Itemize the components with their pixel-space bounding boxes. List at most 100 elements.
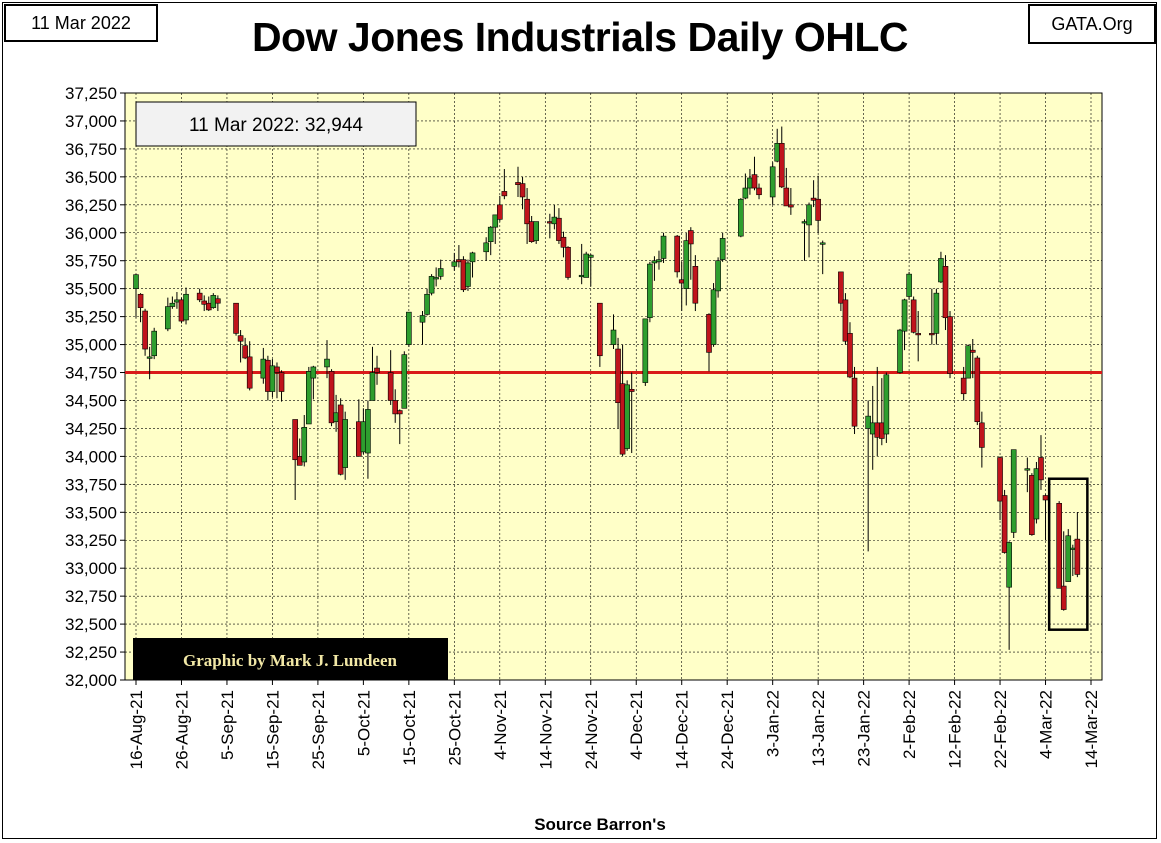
candle-up (642, 318, 649, 383)
candle-down (387, 372, 394, 401)
candle-down (142, 310, 148, 350)
y-tick-label: 32,500 (65, 615, 117, 634)
y-tick-label: 33,250 (65, 531, 117, 550)
x-tick-label: 16-Aug-21 (127, 690, 146, 769)
candle-down (947, 316, 953, 374)
candle-up (1033, 468, 1040, 520)
candle-up (1065, 535, 1072, 582)
candle-down (237, 335, 244, 342)
candle-up (146, 356, 153, 359)
y-tick-label: 36,500 (65, 168, 117, 187)
site-label: GATA.Org (1051, 13, 1133, 34)
candle-down (524, 198, 530, 225)
candle-up (656, 259, 662, 263)
candle-down (278, 372, 285, 392)
candle-up (906, 273, 912, 297)
candle-down (274, 366, 280, 373)
candle-down (838, 271, 844, 304)
candle-down (960, 377, 967, 395)
candle-down (597, 302, 603, 357)
candle-down (556, 217, 562, 241)
candle-up (769, 166, 776, 198)
candle-down (974, 357, 981, 423)
candle-down (842, 299, 849, 342)
credit-box (133, 638, 448, 680)
candle-up (719, 238, 726, 260)
candle-up (587, 254, 594, 258)
x-tick-label: 2-Feb-22 (900, 690, 919, 759)
candle-up (901, 299, 908, 332)
date-label: 11 Mar 2022 (31, 12, 131, 33)
candle-down (215, 298, 221, 304)
y-tick-label: 35,500 (65, 280, 117, 299)
candle-down (979, 422, 985, 448)
candle-down (851, 377, 858, 427)
candle-down (1001, 495, 1008, 553)
candle-up (738, 198, 744, 237)
candle-up (469, 252, 476, 263)
x-tick-label: 5-Oct-21 (354, 690, 373, 756)
candle-down (565, 246, 571, 278)
candle-down (201, 300, 208, 305)
y-tick-label: 37,000 (65, 112, 117, 131)
candle-up (865, 415, 871, 429)
candle-up (401, 354, 408, 409)
candle-up (169, 302, 176, 307)
candle-up (1024, 468, 1031, 471)
candle-down (929, 333, 935, 336)
x-tick-label: 22-Feb-22 (991, 690, 1010, 768)
y-tick-label: 33,500 (65, 503, 117, 522)
x-tick-label: 12-Feb-22 (946, 690, 965, 768)
candle-up (487, 226, 494, 243)
candle-up (933, 292, 940, 334)
candle-down (1038, 457, 1044, 481)
candle-down (246, 356, 253, 389)
last-close-label: 11 Mar 2022: 32,944 (189, 115, 363, 136)
x-tick-label: 14-Dec-21 (673, 690, 692, 769)
candle-up (165, 306, 171, 330)
source-label: Source Barron's (534, 815, 666, 834)
candle-down (1042, 495, 1049, 501)
candle-down (328, 371, 335, 424)
candle-up (369, 372, 376, 401)
candle-down (196, 292, 203, 301)
candle-down (501, 191, 508, 197)
y-tick-label: 33,750 (65, 475, 117, 494)
candle-down (396, 410, 403, 415)
candle-down (751, 174, 758, 189)
candle-down (242, 345, 248, 359)
candle-down (292, 419, 298, 461)
candle-up (301, 427, 308, 463)
highlight-box (1047, 477, 1089, 631)
candle-up (1006, 542, 1012, 588)
candle-up (610, 329, 617, 345)
candle-up (306, 371, 312, 425)
y-tick-label: 35,750 (65, 252, 117, 271)
candle-up (451, 261, 458, 267)
candle-up (133, 274, 139, 289)
x-tick-label: 5-Sep-21 (218, 690, 237, 760)
candle-up (624, 384, 630, 449)
candle-down (1074, 538, 1081, 575)
candle-up (419, 315, 426, 323)
candle-down (778, 143, 785, 188)
chart-title: Dow Jones Industrials Daily OHLC (251, 14, 909, 60)
candle-down (615, 348, 621, 404)
candle-down (392, 400, 399, 415)
x-tick-label: 24-Nov-21 (582, 690, 601, 769)
x-tick-label: 4-Nov-21 (491, 690, 510, 760)
y-tick-label: 36,750 (65, 140, 117, 159)
candle-up (533, 221, 539, 241)
candle-down (497, 204, 503, 220)
candle-up (1010, 449, 1017, 533)
candle-down (1056, 503, 1062, 589)
x-tick-label: 15-Sep-21 (263, 690, 282, 769)
x-tick-label: 25-Oct-21 (445, 690, 464, 766)
y-tick-label: 32,750 (65, 587, 117, 606)
candle-up (965, 345, 972, 379)
last-close-box (135, 101, 417, 147)
candle-up (583, 253, 590, 278)
x-tick-label: 14-Mar-22 (1082, 690, 1101, 768)
candle-up (710, 289, 717, 345)
candle-down (969, 349, 976, 353)
